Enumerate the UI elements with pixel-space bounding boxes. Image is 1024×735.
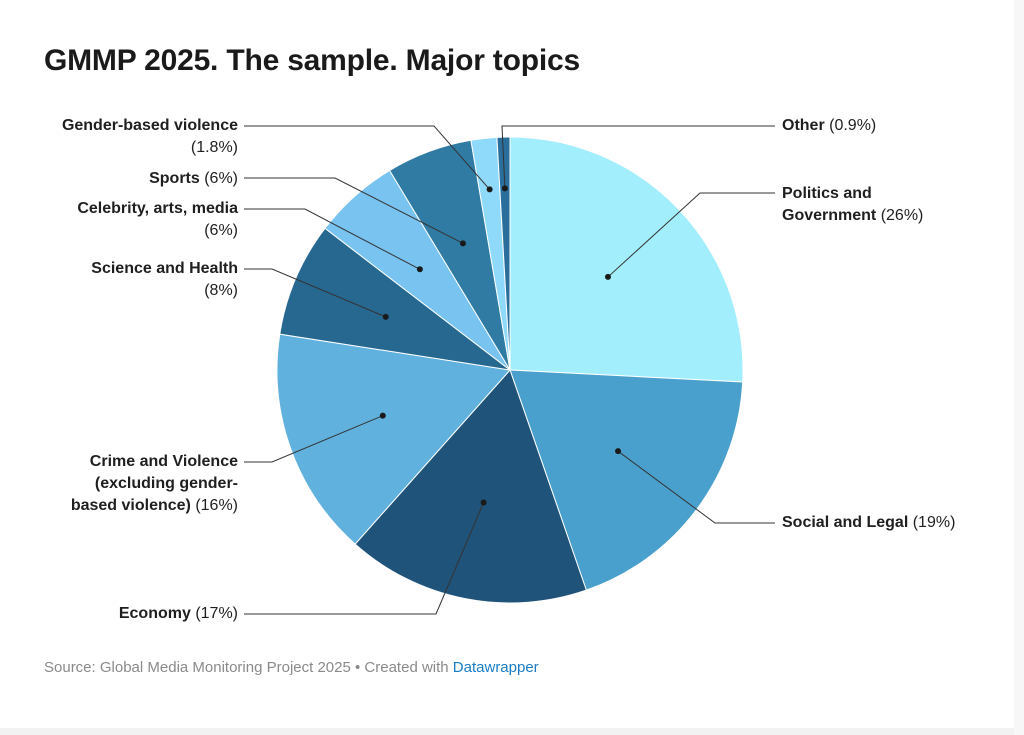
page-right-band: [1014, 0, 1024, 735]
leader-dot-6: [459, 240, 466, 247]
footer-text: Source: Global Media Monitoring Project …: [44, 659, 453, 676]
datawrapper-link[interactable]: Datawrapper: [452, 659, 539, 676]
pie-slice-4: [279, 227, 511, 371]
leader-line-0: [607, 192, 775, 278]
page-bottom-band: [0, 728, 1024, 735]
leader-line-2: [244, 502, 485, 615]
label-crime: Crime and Violence (excluding gender-base…: [70, 453, 238, 514]
leader-line-1: [617, 450, 775, 524]
leader-line-4: [244, 268, 386, 318]
pie-slice-2: [354, 369, 587, 604]
label-other: Other (0.9%): [782, 117, 877, 134]
leader-dot-4: [382, 313, 389, 320]
leader-dot-1: [615, 448, 622, 455]
pie-slice-3: [276, 333, 511, 545]
pie-slice-1: [509, 369, 744, 591]
pie-slice-8: [496, 136, 511, 371]
label-gbv: Gender-based violence (1.8%): [61, 117, 238, 156]
leader-dot-2: [480, 499, 487, 506]
leader-line-6: [244, 177, 464, 244]
label-economy: Economy (17%): [118, 605, 238, 622]
footer-source: Source: Global Media Monitoring Project …: [44, 659, 539, 676]
label-science: Science and Health (8%): [91, 260, 238, 299]
leader-dot-0: [604, 273, 611, 280]
chart-title: GMMP 2025. The sample. Major topics: [44, 44, 580, 77]
leader-line-8: [501, 125, 775, 189]
leader-line-3: [244, 415, 384, 463]
label-sports: Sports (6%): [149, 170, 238, 187]
leader-dot-5: [416, 266, 423, 273]
leader-dot-7: [486, 186, 493, 193]
label-politics: Politics and Government (26%): [782, 185, 924, 224]
label-social: Social and Legal (19%): [782, 514, 956, 531]
leader-dot-3: [379, 412, 386, 419]
leader-line-7: [244, 125, 491, 190]
label-celebrity: Celebrity, arts, media (6%): [77, 200, 238, 239]
leader-dot-8: [501, 185, 508, 192]
leader-line-5: [244, 208, 421, 270]
